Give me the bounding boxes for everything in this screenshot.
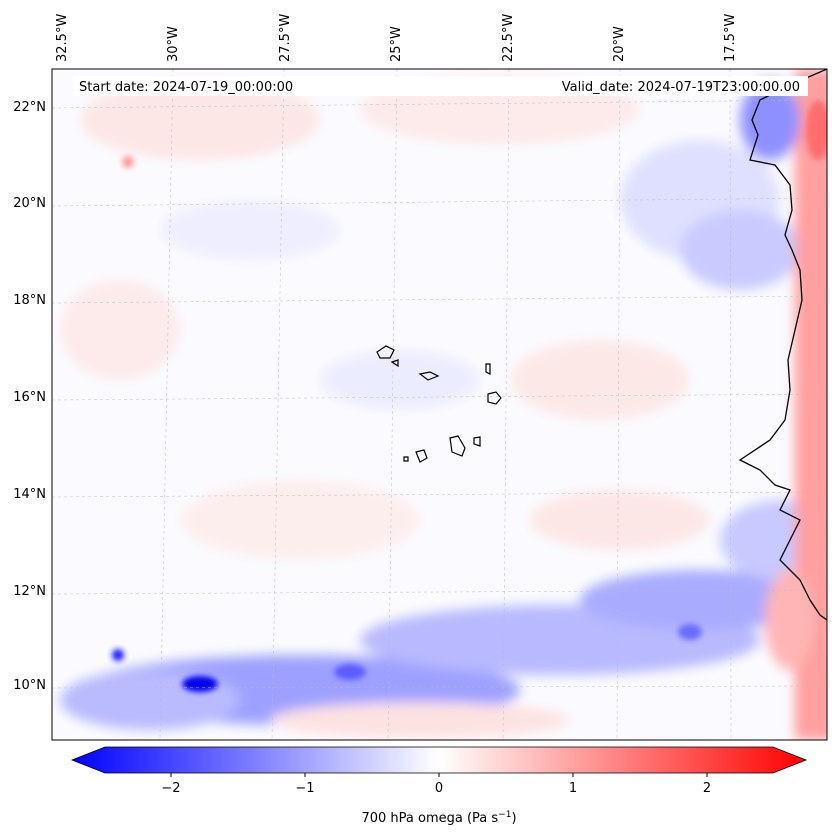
colorbar: −2 −1 0 1 2 700 hPa omega (Pa s−1)	[70, 746, 808, 826]
lat-label: 16°N	[13, 390, 46, 405]
colorbar-tick-label: −2	[161, 781, 180, 796]
lon-label: 22.5°W	[501, 14, 516, 62]
lon-label: 32.5°W	[55, 14, 70, 62]
lat-label: 22°N	[13, 100, 46, 115]
colorbar-ticks	[170, 773, 708, 777]
lat-labels: 22°N 20°N 18°N 16°N 14°N 12°N 10°N	[13, 100, 46, 693]
west-africa-coastline	[738, 69, 827, 621]
lat-label: 20°N	[13, 196, 46, 211]
map-panel	[52, 69, 827, 740]
santiago-island	[449, 435, 466, 457]
sao-nicolau-island	[418, 371, 440, 381]
lat-label: 10°N	[13, 678, 46, 693]
brava-island	[403, 456, 409, 462]
colorbar-tick-label: −1	[295, 781, 314, 796]
map-border	[51, 68, 828, 741]
santo-antao-island	[376, 345, 395, 359]
sao-vicente-island	[390, 359, 399, 368]
lon-label: 17.5°W	[723, 14, 738, 62]
start-date-text: Start date: 2024-07-19_00:00:00	[79, 80, 293, 95]
colorbar-title: 700 hPa omega (Pa s−1)	[361, 810, 516, 826]
colorbar-tick-label: 2	[703, 781, 711, 796]
colorbar-bar	[70, 746, 808, 774]
lon-labels: 32.5°W 30°W 27.5°W 25°W 22.5°W 20°W 17.5…	[55, 14, 738, 62]
lon-label: 27.5°W	[278, 14, 293, 62]
fogo-island	[415, 449, 428, 463]
lat-label: 18°N	[13, 293, 46, 308]
colorbar-tick-label: 0	[435, 781, 443, 796]
lon-label: 20°W	[612, 26, 627, 62]
header-box	[73, 76, 808, 96]
colorbar-title-main: 700 hPa omega (Pa s	[361, 811, 498, 826]
colorbar-title-close: )	[511, 811, 516, 826]
valid-date-text: Valid_date: 2024-07-19T23:00:00.00	[562, 80, 800, 95]
colorbar-tick-label: 1	[569, 781, 577, 796]
gridlines	[52, 69, 827, 740]
colorbar-title-exponent: −1	[498, 810, 511, 820]
sal-island	[485, 363, 491, 375]
maio-island	[473, 436, 481, 447]
boa-vista-island	[487, 391, 502, 405]
lat-label: 12°N	[13, 584, 46, 599]
cabo-verde-islands	[376, 345, 502, 463]
lon-label: 25°W	[389, 26, 404, 62]
lon-label: 30°W	[166, 26, 181, 62]
lat-label: 14°N	[13, 487, 46, 502]
